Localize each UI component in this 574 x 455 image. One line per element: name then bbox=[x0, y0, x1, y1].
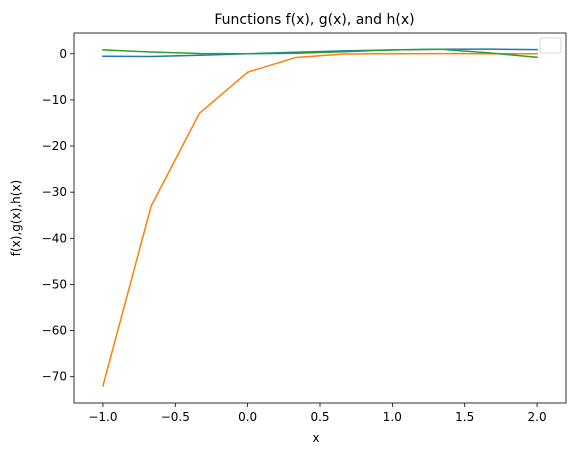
legend-box bbox=[539, 37, 562, 54]
y-tick-label: 0 bbox=[59, 47, 67, 61]
x-tick-label: 1.5 bbox=[455, 410, 474, 424]
y-tick-label: −60 bbox=[42, 324, 67, 338]
x-tick-label: 0.5 bbox=[310, 410, 329, 424]
x-tick-label: −0.5 bbox=[161, 410, 190, 424]
x-tick-label: −1.0 bbox=[88, 410, 117, 424]
series-line-3 bbox=[102, 48, 538, 59]
y-tick-label: −10 bbox=[42, 93, 67, 107]
y-tick-label: −40 bbox=[42, 231, 67, 245]
x-axis: −1.0 −0.5 0.0 0.5 1.0 1.5 2.0 bbox=[88, 403, 547, 424]
series-line-1 bbox=[102, 48, 538, 58]
y-axis: 0 −10 −20 −30 −40 −50 −60 −70 bbox=[42, 47, 74, 384]
y-tick-label: −20 bbox=[42, 139, 67, 153]
x-tick-label: 1.0 bbox=[383, 410, 402, 424]
x-tick-label: 2.0 bbox=[528, 410, 547, 424]
y-tick-label: −30 bbox=[42, 185, 67, 199]
plot-area bbox=[102, 48, 538, 387]
y-axis-label: f(x),g(x),h(x) bbox=[9, 180, 23, 256]
y-tick-label: −70 bbox=[42, 370, 67, 384]
series-line-2 bbox=[102, 52, 538, 387]
x-tick-label: 0.0 bbox=[238, 410, 257, 424]
x-axis-label: x bbox=[312, 431, 319, 445]
chart-title: Functions f(x), g(x), and h(x) bbox=[214, 12, 414, 28]
y-tick-label: −50 bbox=[42, 277, 67, 291]
